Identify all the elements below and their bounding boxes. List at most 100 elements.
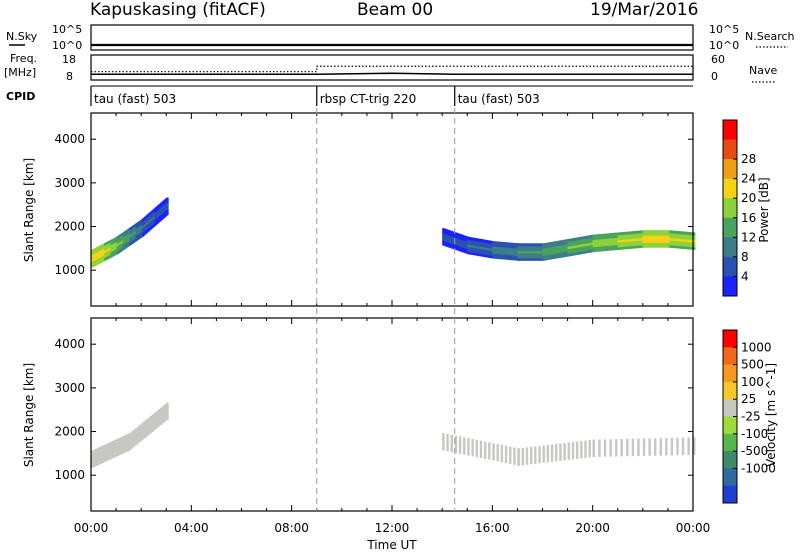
data-cell [509, 245, 512, 249]
data-cell [474, 247, 477, 251]
data-cell [446, 229, 449, 233]
data-cell [521, 252, 524, 256]
data-cell [549, 251, 552, 255]
data-cell [651, 242, 654, 246]
data-cell [122, 445, 125, 449]
data-cell [584, 447, 587, 451]
data-cell [446, 436, 449, 440]
data-cell [562, 244, 565, 248]
data-cell [91, 464, 94, 468]
data-cell [518, 252, 522, 256]
data-cell [479, 238, 483, 242]
colorbar-swatch [723, 381, 737, 400]
data-cell [676, 245, 679, 249]
data-cell [492, 241, 495, 245]
data-cell [595, 246, 598, 250]
data-cell [665, 232, 668, 236]
data-cell [602, 236, 605, 240]
data-cell [687, 447, 690, 451]
data-cell [594, 239, 597, 243]
data-cell [587, 245, 590, 249]
data-cell [667, 235, 671, 239]
data-cell [536, 243, 540, 247]
data-cell [638, 235, 642, 239]
data-cell [481, 241, 484, 245]
data-cell [141, 425, 144, 429]
data-cell [458, 241, 462, 245]
data-cell [582, 245, 586, 249]
data-cell [151, 426, 155, 430]
data-cell [153, 417, 157, 421]
data-cell [454, 239, 458, 243]
data-cell [598, 234, 601, 238]
data-cell [532, 245, 536, 249]
data-cell [531, 255, 534, 259]
data-cell [535, 250, 538, 254]
data-cell [669, 232, 672, 236]
data-cell [571, 442, 575, 446]
data-cell [640, 232, 643, 236]
data-cell [633, 243, 636, 247]
data-cell [518, 257, 522, 261]
y-tick-label: 3000 [54, 176, 85, 190]
data-cell [502, 244, 505, 248]
data-cell [599, 234, 603, 238]
data-cell [134, 437, 138, 441]
data-cell [139, 429, 142, 433]
data-cell [575, 443, 579, 447]
data-cell [587, 242, 590, 246]
data-cell [587, 249, 590, 253]
data-cell [659, 235, 662, 239]
data-cell [644, 230, 647, 234]
data-cell [688, 232, 692, 236]
data-cell [591, 234, 594, 238]
data-cell [141, 434, 144, 438]
data-cell [631, 443, 635, 447]
data-cell [517, 252, 520, 256]
data-cell [563, 452, 566, 456]
data-cell [518, 255, 522, 259]
data-cell [624, 231, 628, 235]
data-cell [159, 412, 163, 416]
data-cell [166, 416, 169, 420]
data-cell [132, 432, 136, 436]
data-cell [539, 252, 543, 256]
data-cell [627, 231, 630, 235]
data-cell [584, 450, 587, 454]
data-cell [585, 235, 589, 239]
data-cell [609, 453, 612, 457]
data-cell [496, 248, 499, 252]
data-cell [693, 242, 696, 246]
data-cell [557, 255, 561, 259]
data-cell [658, 237, 661, 241]
data-cell [527, 255, 530, 259]
data-cell [571, 247, 575, 251]
data-cell [157, 423, 161, 427]
data-cell [546, 254, 550, 258]
data-cell [531, 243, 534, 247]
data-cell [122, 438, 125, 442]
data-cell [614, 439, 618, 443]
data-cell [485, 239, 488, 243]
data-cell [500, 256, 504, 260]
data-cell [620, 451, 623, 455]
data-cell [680, 243, 683, 247]
nave-label: Nave [749, 64, 777, 77]
data-cell [500, 241, 504, 245]
data-cell [658, 232, 661, 236]
data-cell [118, 447, 121, 451]
data-cell [644, 235, 647, 239]
data-cell [624, 246, 628, 250]
data-cell [496, 241, 499, 245]
colorbar-swatch [723, 120, 737, 141]
data-cell [577, 237, 580, 241]
data-cell [571, 250, 575, 254]
data-cell [644, 237, 647, 241]
data-cell [468, 239, 472, 243]
data-cell [522, 252, 526, 256]
data-cell [651, 232, 654, 236]
data-cell [584, 240, 587, 244]
data-cell [563, 445, 566, 449]
power-plot-bg [91, 113, 693, 306]
data-cell [506, 247, 509, 251]
